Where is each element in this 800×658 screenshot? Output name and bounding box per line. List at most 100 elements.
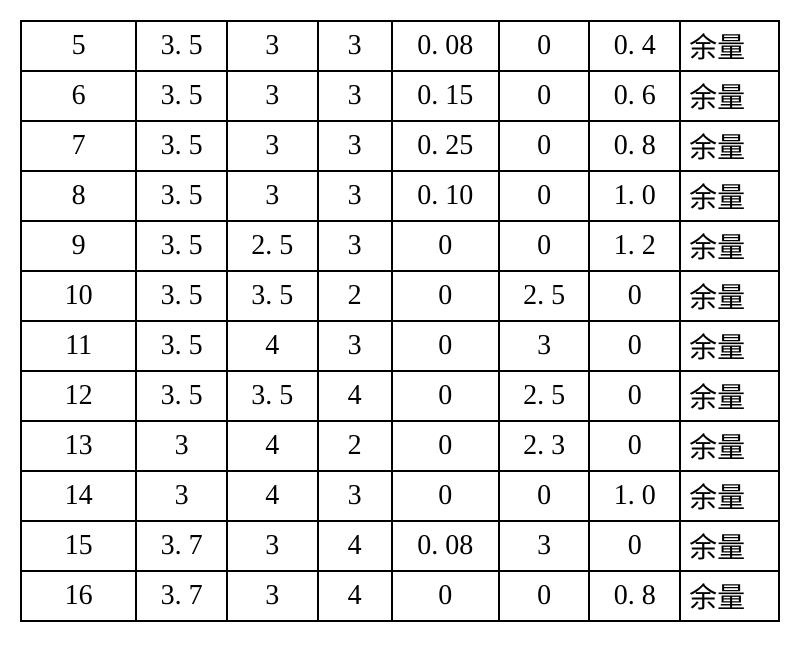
table-cell: 余量 bbox=[680, 271, 779, 321]
table-cell: 0. 15 bbox=[392, 71, 499, 121]
table-row: 9 3. 5 2. 5 3 0 0 1. 2 余量 bbox=[21, 221, 779, 271]
table-cell: 2. 3 bbox=[499, 421, 590, 471]
table-cell: 1. 0 bbox=[589, 171, 680, 221]
table-cell: 2 bbox=[318, 271, 392, 321]
table-cell: 3 bbox=[227, 521, 318, 571]
table-cell: 3 bbox=[318, 221, 392, 271]
table-row: 5 3. 5 3 3 0. 08 0 0. 4 余量 bbox=[21, 21, 779, 71]
table-cell: 6 bbox=[21, 71, 136, 121]
table-cell: 0 bbox=[589, 521, 680, 571]
table-cell: 3 bbox=[136, 471, 227, 521]
data-table: 5 3. 5 3 3 0. 08 0 0. 4 余量 6 3. 5 3 3 0.… bbox=[20, 20, 780, 622]
table-cell: 14 bbox=[21, 471, 136, 521]
table-cell: 3. 5 bbox=[136, 271, 227, 321]
table-cell: 3 bbox=[227, 121, 318, 171]
table-cell: 余量 bbox=[680, 321, 779, 371]
table-cell: 3 bbox=[318, 21, 392, 71]
table-cell: 0. 4 bbox=[589, 21, 680, 71]
table-cell: 11 bbox=[21, 321, 136, 371]
table-cell: 3. 5 bbox=[136, 221, 227, 271]
table-cell: 3 bbox=[227, 171, 318, 221]
table-cell: 0 bbox=[499, 171, 590, 221]
table-cell: 余量 bbox=[680, 71, 779, 121]
table-cell: 3 bbox=[499, 321, 590, 371]
table-cell: 3. 5 bbox=[227, 371, 318, 421]
table-cell: 0 bbox=[392, 321, 499, 371]
table-row: 13 3 4 2 0 2. 3 0 余量 bbox=[21, 421, 779, 471]
table-cell: 0. 08 bbox=[392, 521, 499, 571]
table-cell: 3. 7 bbox=[136, 571, 227, 621]
table-row: 10 3. 5 3. 5 2 0 2. 5 0 余量 bbox=[21, 271, 779, 321]
table-cell: 余量 bbox=[680, 571, 779, 621]
table-cell: 0. 10 bbox=[392, 171, 499, 221]
table-cell: 3. 5 bbox=[136, 121, 227, 171]
table-cell: 余量 bbox=[680, 471, 779, 521]
table-cell: 0. 08 bbox=[392, 21, 499, 71]
table-cell: 3. 5 bbox=[136, 21, 227, 71]
table-cell: 余量 bbox=[680, 521, 779, 571]
table-cell: 7 bbox=[21, 121, 136, 171]
table-cell: 4 bbox=[227, 321, 318, 371]
table-cell: 0 bbox=[589, 271, 680, 321]
table-row: 16 3. 7 3 4 0 0 0. 8 余量 bbox=[21, 571, 779, 621]
table-cell: 2 bbox=[318, 421, 392, 471]
table-cell: 0 bbox=[499, 221, 590, 271]
table-cell: 0. 8 bbox=[589, 571, 680, 621]
table-row: 11 3. 5 4 3 0 3 0 余量 bbox=[21, 321, 779, 371]
table-cell: 0 bbox=[392, 571, 499, 621]
table-cell: 2. 5 bbox=[499, 371, 590, 421]
table-cell: 3 bbox=[227, 71, 318, 121]
table-cell: 余量 bbox=[680, 121, 779, 171]
table-cell: 3 bbox=[318, 321, 392, 371]
table-cell: 10 bbox=[21, 271, 136, 321]
table-cell: 3 bbox=[227, 21, 318, 71]
table-cell: 15 bbox=[21, 521, 136, 571]
table-cell: 4 bbox=[227, 471, 318, 521]
table-row: 15 3. 7 3 4 0. 08 3 0 余量 bbox=[21, 521, 779, 571]
table-cell: 1. 0 bbox=[589, 471, 680, 521]
table-cell: 3. 5 bbox=[136, 171, 227, 221]
table-row: 7 3. 5 3 3 0. 25 0 0. 8 余量 bbox=[21, 121, 779, 171]
table-cell: 0 bbox=[392, 471, 499, 521]
table-cell: 13 bbox=[21, 421, 136, 471]
table-cell: 2. 5 bbox=[499, 271, 590, 321]
table-row: 8 3. 5 3 3 0. 10 0 1. 0 余量 bbox=[21, 171, 779, 221]
table-cell: 4 bbox=[318, 371, 392, 421]
table-cell: 3 bbox=[318, 71, 392, 121]
table-cell: 0 bbox=[499, 471, 590, 521]
table-cell: 3. 5 bbox=[227, 271, 318, 321]
table-cell: 0 bbox=[392, 421, 499, 471]
table-cell: 余量 bbox=[680, 371, 779, 421]
table-cell: 3. 7 bbox=[136, 521, 227, 571]
table-cell: 余量 bbox=[680, 221, 779, 271]
table-cell: 0 bbox=[589, 421, 680, 471]
table-cell: 0 bbox=[499, 121, 590, 171]
table-cell: 0 bbox=[589, 321, 680, 371]
table-cell: 0 bbox=[589, 371, 680, 421]
table-cell: 16 bbox=[21, 571, 136, 621]
table-cell: 8 bbox=[21, 171, 136, 221]
table-cell: 3 bbox=[227, 571, 318, 621]
table-body: 5 3. 5 3 3 0. 08 0 0. 4 余量 6 3. 5 3 3 0.… bbox=[21, 21, 779, 621]
table-cell: 0 bbox=[499, 71, 590, 121]
table-cell: 12 bbox=[21, 371, 136, 421]
table-cell: 4 bbox=[318, 571, 392, 621]
table-cell: 1. 2 bbox=[589, 221, 680, 271]
table-cell: 0 bbox=[499, 21, 590, 71]
table-cell: 4 bbox=[318, 521, 392, 571]
table-cell: 0 bbox=[392, 221, 499, 271]
table-cell: 5 bbox=[21, 21, 136, 71]
table-cell: 0 bbox=[392, 271, 499, 321]
table-cell: 0. 6 bbox=[589, 71, 680, 121]
table-cell: 4 bbox=[227, 421, 318, 471]
data-table-container: 5 3. 5 3 3 0. 08 0 0. 4 余量 6 3. 5 3 3 0.… bbox=[20, 20, 780, 622]
table-cell: 0 bbox=[392, 371, 499, 421]
table-cell: 余量 bbox=[680, 21, 779, 71]
table-row: 6 3. 5 3 3 0. 15 0 0. 6 余量 bbox=[21, 71, 779, 121]
table-cell: 余量 bbox=[680, 421, 779, 471]
table-cell: 3 bbox=[318, 171, 392, 221]
table-cell: 3. 5 bbox=[136, 371, 227, 421]
table-cell: 3 bbox=[318, 121, 392, 171]
table-cell: 3. 5 bbox=[136, 71, 227, 121]
table-cell: 0. 25 bbox=[392, 121, 499, 171]
